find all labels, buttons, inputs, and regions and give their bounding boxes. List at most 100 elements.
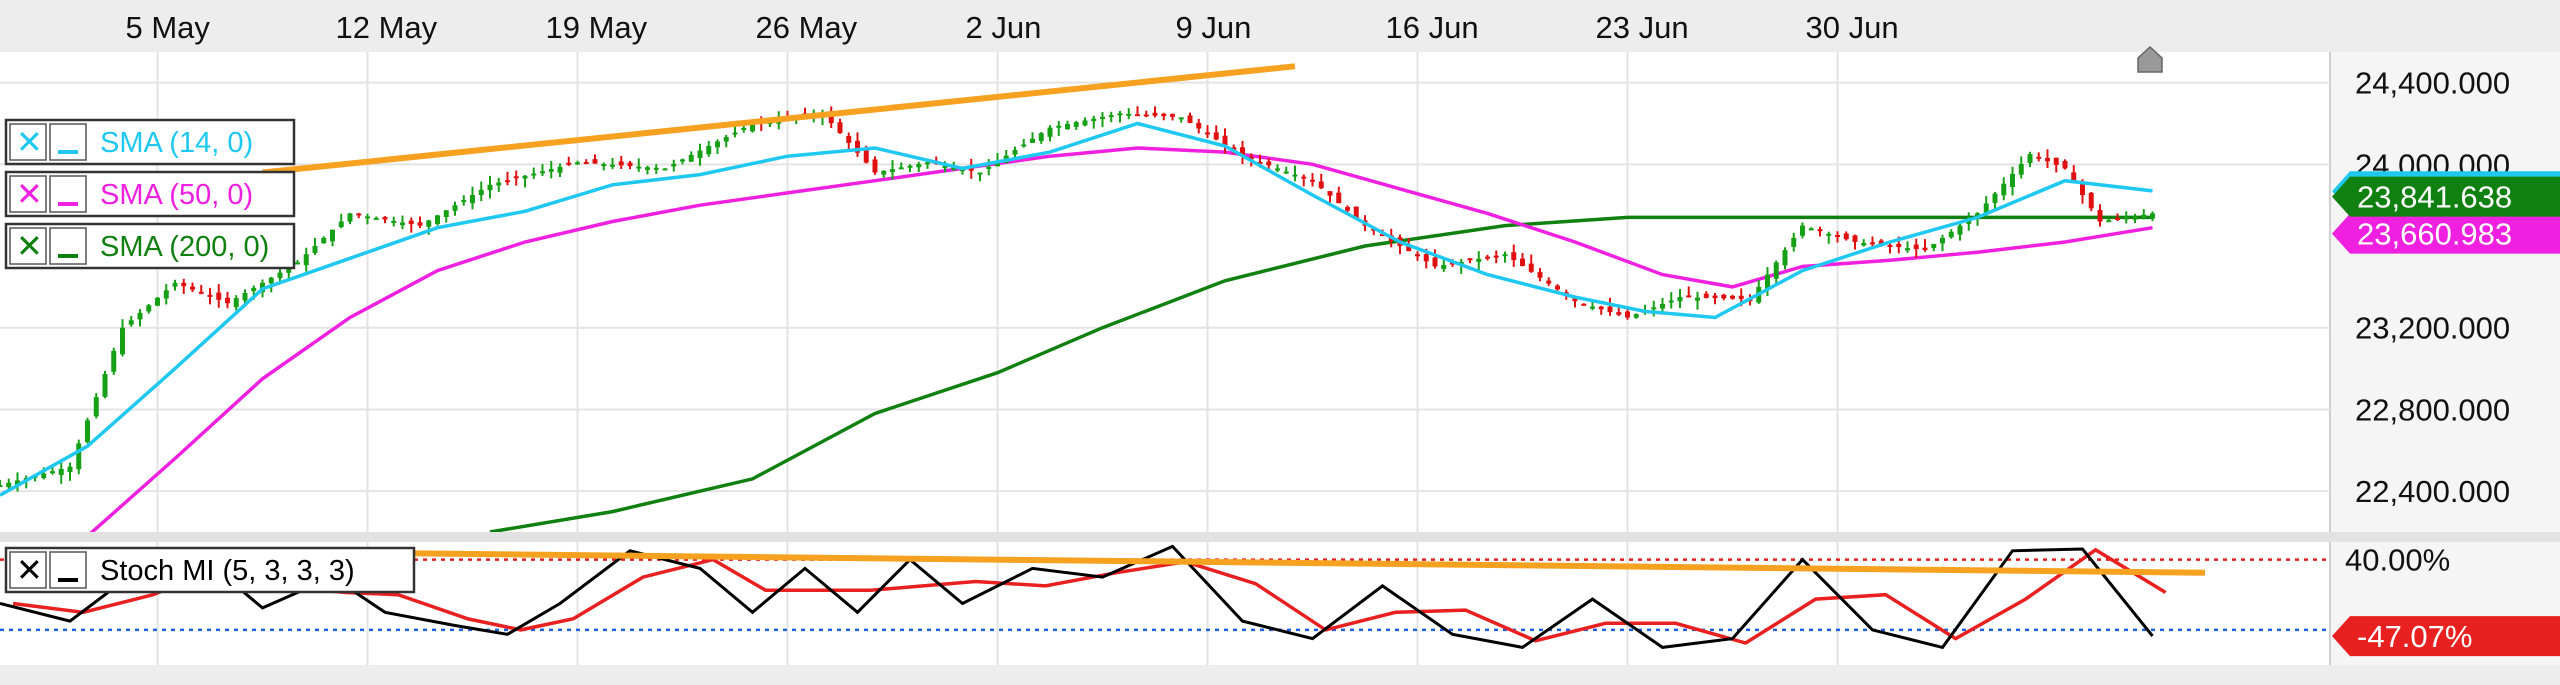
candle-body[interactable] [1283,171,1289,174]
candle-body[interactable] [1380,234,1385,237]
candle-body[interactable] [1318,181,1324,189]
candle-body[interactable] [1213,132,1219,140]
candle-body[interactable] [1826,233,1832,236]
candle-body[interactable] [225,297,230,304]
candle-body[interactable] [1843,233,1849,240]
candle-body[interactable] [76,443,82,470]
candle-body[interactable] [1073,122,1079,127]
candle-body[interactable] [181,282,187,287]
candle-body[interactable] [1773,262,1779,279]
candle-body[interactable] [2097,209,2103,222]
candle-body[interactable] [1931,244,1937,249]
legend-close-button[interactable] [9,123,47,161]
candle-body[interactable] [408,220,414,225]
candle-body[interactable] [1240,147,1245,157]
candle-body[interactable] [452,205,458,211]
candle-body[interactable] [1432,257,1438,267]
candle-body[interactable] [1353,206,1359,219]
candle-body[interactable] [1222,135,1228,146]
candle-body[interactable] [1668,300,1674,303]
candle-body[interactable] [1730,295,1735,299]
candle-body[interactable] [1712,295,1718,299]
candle-body[interactable] [1590,306,1595,309]
candle-body[interactable] [478,189,484,195]
candle-body[interactable] [365,216,370,219]
candle-body[interactable] [1135,114,1140,117]
candle-body[interactable] [715,141,720,148]
candle-body[interactable] [1695,297,1700,301]
candle-body[interactable] [1817,229,1823,232]
candle-body[interactable] [2150,213,2155,219]
candle-body[interactable] [251,287,257,292]
candle-body[interactable] [898,167,904,170]
candle-body[interactable] [268,277,274,284]
candle-body[interactable] [1555,285,1560,290]
candle-body[interactable] [58,468,64,475]
candle-body[interactable] [881,170,887,175]
candle-body[interactable] [1257,161,1263,164]
candle-body[interactable] [1913,244,1919,250]
candle-body[interactable] [242,293,248,301]
candle-body[interactable] [741,127,747,130]
candle-body[interactable] [146,305,152,312]
candle-body[interactable] [295,262,300,265]
candle-body[interactable] [566,162,572,165]
candle-body[interactable] [2080,181,2085,195]
candle-body[interactable] [1607,306,1613,313]
candle-body[interactable] [1038,133,1044,141]
minimize-icon[interactable] [58,578,78,582]
candle-body[interactable] [1336,192,1342,204]
candle-body[interactable] [2053,157,2059,165]
candle-body[interactable] [986,166,992,169]
candle-body[interactable] [1415,254,1420,257]
candle-body[interactable] [1878,240,1884,246]
candle-body[interactable] [6,482,12,488]
candle-body[interactable] [85,420,90,443]
legend-item[interactable]: ✕ SMA (50, 0) [4,170,296,218]
candle-body[interactable] [2115,217,2120,220]
candle-body[interactable] [155,297,160,306]
candle-body[interactable] [1327,191,1333,196]
candle-body[interactable] [1502,254,1508,257]
candle-body[interactable] [190,286,195,290]
candle-body[interactable] [1537,272,1543,278]
candle-body[interactable] [303,254,309,266]
candle-body[interactable] [443,210,449,218]
candle-body[interactable] [1310,179,1315,182]
close-icon[interactable]: ✕ [16,123,43,161]
candle-body[interactable] [1187,115,1193,123]
candle-body[interactable] [2027,154,2033,163]
candle-body[interactable] [496,182,502,186]
candle-body[interactable] [233,298,239,308]
candle-body[interactable] [470,194,475,204]
candle-body[interactable] [330,229,335,242]
candle-body[interactable] [435,215,440,224]
candle-body[interactable] [1056,125,1062,128]
candle-body[interactable] [1485,256,1490,259]
candle-body[interactable] [1275,168,1280,171]
candle-body[interactable] [2141,214,2147,219]
candle-body[interactable] [540,171,545,174]
candle-body[interactable] [1248,156,1254,160]
candle-body[interactable] [575,162,580,165]
candle-body[interactable] [1476,258,1482,262]
candle-body[interactable] [855,140,860,153]
candle-body[interactable] [128,320,134,325]
candle-body[interactable] [1598,306,1604,310]
candle-body[interactable] [1870,242,1875,245]
candle-body[interactable] [93,397,99,417]
legend-close-button[interactable] [9,227,47,265]
candle-body[interactable] [1117,113,1123,116]
legend-minimize-button[interactable] [49,123,87,161]
candle-body[interactable] [2062,160,2068,169]
candle-body[interactable] [688,154,694,162]
candle-body[interactable] [1030,138,1035,143]
close-icon[interactable]: ✕ [16,551,43,589]
minimize-icon[interactable] [58,202,78,206]
candle-body[interactable] [102,374,108,397]
candle-body[interactable] [1887,244,1893,247]
candle-body[interactable] [1861,242,1867,246]
candle-body[interactable] [1528,263,1534,272]
candle-body[interactable] [391,221,397,224]
candle-body[interactable] [1940,237,1945,244]
